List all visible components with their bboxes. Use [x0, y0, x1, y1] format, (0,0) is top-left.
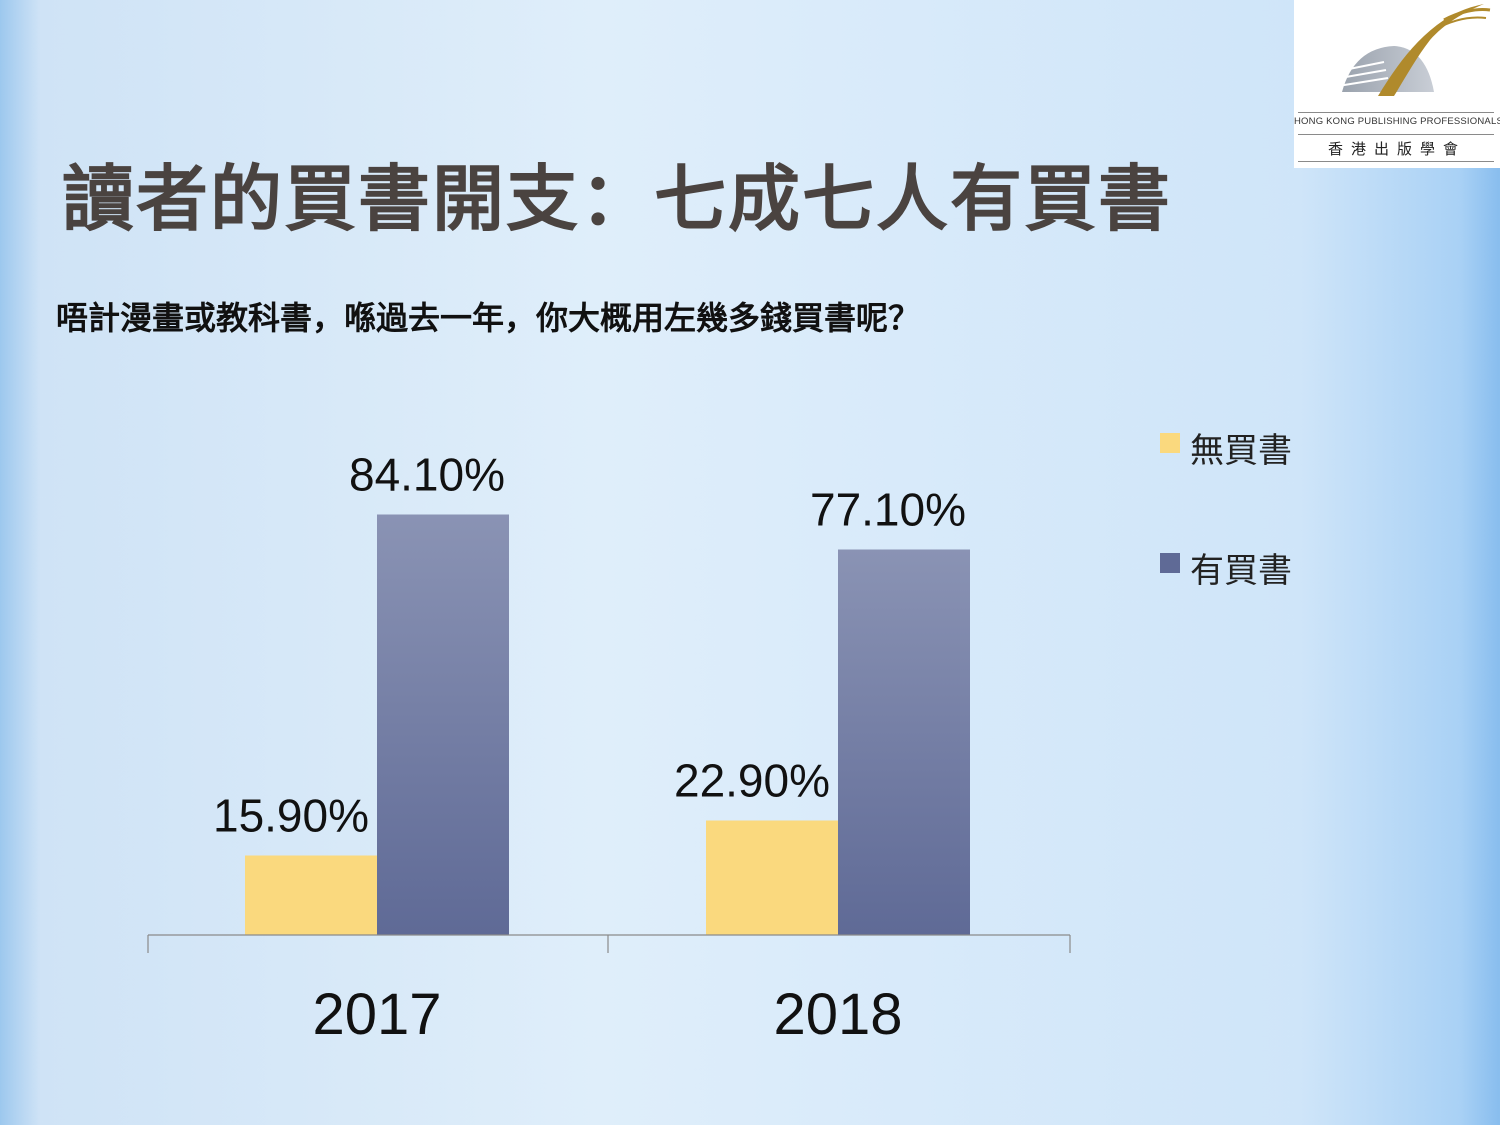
x-tick-label: 2018	[773, 982, 902, 1047]
legend-label-purchase: 有買書	[1190, 551, 1292, 591]
data-label: 15.90%	[213, 790, 369, 842]
legend-swatch-purchase	[1160, 553, 1180, 573]
logo-divider	[1298, 112, 1494, 113]
legend-swatch-no-purchase	[1160, 433, 1180, 453]
logo-divider	[1298, 161, 1494, 162]
legend-label-no-purchase: 無買書	[1190, 431, 1292, 471]
bar-purchase-2017	[377, 514, 509, 935]
society-logo: HONG KONG PUBLISHING PROFESSIONALS SOCIE…	[1294, 0, 1500, 168]
survey-question: 唔計漫畫或教科書，喺過去一年，你大概用左幾多錢買書呢？	[56, 299, 921, 337]
data-label: 22.90%	[674, 755, 830, 807]
logo-chinese-name: 香港出版學會	[1327, 140, 1466, 158]
bar-purchase-2018	[838, 549, 970, 935]
slide-title: 讀者的買書開支：七成七人有買書	[62, 157, 1173, 241]
logo-english-name: HONG KONG PUBLISHING PROFESSIONALS SOCIE…	[1294, 116, 1500, 127]
data-label: 77.10%	[810, 484, 966, 536]
data-label: 84.10%	[349, 449, 505, 501]
bar-no-purchase-2018	[706, 820, 838, 935]
logo-divider	[1298, 134, 1494, 135]
logo-emblem-icon	[1337, 4, 1491, 96]
bar-no-purchase-2017	[245, 855, 377, 935]
x-tick-label: 2017	[312, 982, 441, 1047]
